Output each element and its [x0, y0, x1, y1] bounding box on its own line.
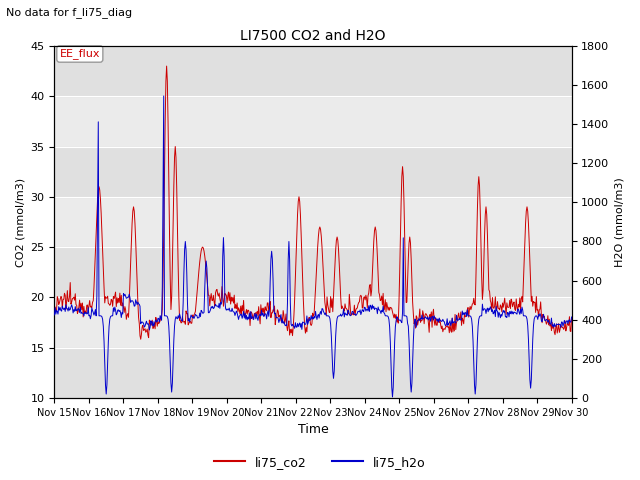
Y-axis label: H2O (mmol/m3): H2O (mmol/m3): [615, 177, 625, 267]
Y-axis label: CO2 (mmol/m3): CO2 (mmol/m3): [15, 178, 25, 266]
Bar: [54, 146, 572, 197]
X-axis label: Time: Time: [298, 423, 328, 436]
Text: EE_flux: EE_flux: [60, 48, 100, 60]
Legend: li75_co2, li75_h2o: li75_co2, li75_h2o: [209, 451, 431, 474]
Title: LI7500 CO2 and H2O: LI7500 CO2 and H2O: [240, 29, 386, 43]
Bar: [54, 348, 572, 398]
Bar: [54, 247, 572, 298]
Bar: [54, 46, 572, 96]
Text: No data for f_li75_diag: No data for f_li75_diag: [6, 7, 132, 18]
